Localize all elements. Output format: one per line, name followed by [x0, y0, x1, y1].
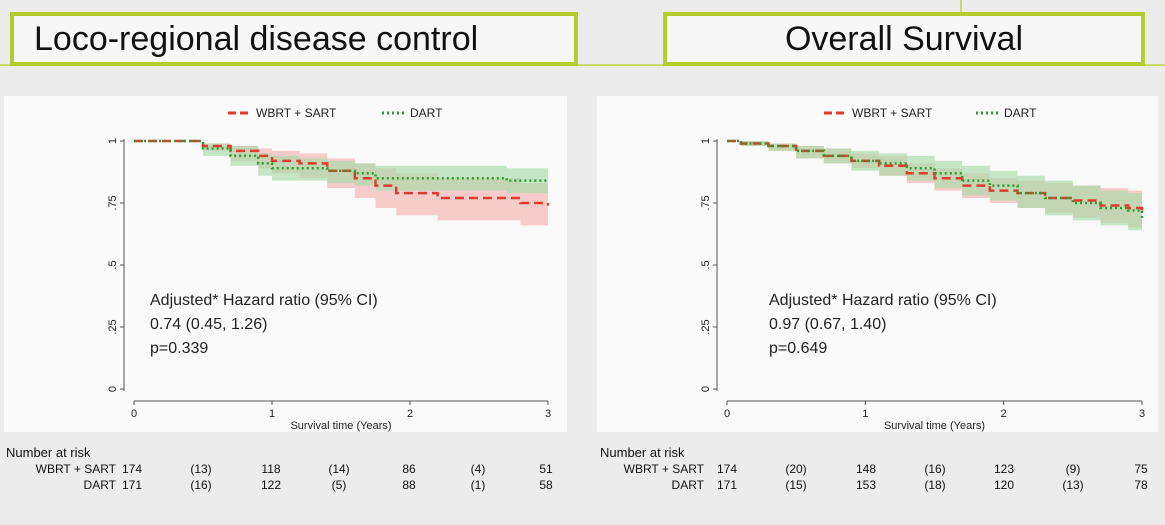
left-risk-cell: 58 [539, 478, 553, 492]
right-risk-cell: (16) [924, 462, 946, 476]
risk-label-dart-right: DART [671, 478, 704, 492]
left-risk-cell: (13) [190, 462, 212, 476]
left-annotation-1: 0.74 (0.45, 1.26) [150, 316, 267, 333]
right-risk-cell: 123 [993, 462, 1015, 476]
left-risk-cell: 171 [121, 478, 143, 492]
left-y-tick-label: .75 [107, 195, 119, 210]
right-km-line-wbrt-sart [727, 139, 1144, 211]
risk-header-right: Number at risk [600, 445, 685, 460]
right-risk-cell: 78 [1134, 478, 1148, 492]
left-x-tick-label: 0 [131, 408, 137, 420]
right-risk-cell: 174 [716, 462, 738, 476]
right-x-tick-label: 3 [1139, 408, 1145, 420]
left-annotation-0: Adjusted* Hazard ratio (95% CI) [150, 292, 378, 309]
right-risk-cell: (13) [1062, 478, 1084, 492]
left-risk-cell: 122 [260, 478, 282, 492]
left-y-tick-label: 0 [107, 386, 119, 392]
right-x-tick-label: 0 [724, 408, 730, 420]
right-risk-cell: (9) [1065, 462, 1081, 476]
left-x-tick-label: 3 [545, 408, 551, 420]
left-risk-cell: (16) [190, 478, 212, 492]
right-annotation-0: Adjusted* Hazard ratio (95% CI) [769, 292, 997, 309]
left-x-axis-label: Survival time (Years) [290, 420, 391, 432]
left-risk-cell: (14) [328, 462, 350, 476]
right-annotation-2: p=0.649 [769, 340, 827, 357]
left-risk-cell: (5) [331, 478, 347, 492]
right-y-tick-label: .5 [700, 260, 712, 269]
right-risk-cell: 171 [716, 478, 738, 492]
left-risk-cell: 86 [402, 462, 416, 476]
left-risk-cell: 118 [261, 462, 281, 476]
left-legend-label-dart: DART [410, 106, 443, 120]
risk-header-left: Number at risk [6, 445, 91, 460]
right-x-tick-label: 1 [862, 408, 868, 420]
right-risk-cell: (18) [924, 478, 946, 492]
right-legend-label-dart: DART [1004, 106, 1037, 120]
left-x-tick-label: 2 [407, 408, 413, 420]
right-risk-cell: 120 [993, 478, 1015, 492]
right-km-line-dart [727, 139, 1144, 218]
left-y-tick-label: .5 [107, 260, 119, 269]
right-risk-cell: 75 [1134, 462, 1148, 476]
left-y-tick-label: .25 [107, 319, 119, 334]
risk-label-dart-left: DART [83, 478, 116, 492]
risk-label-wbrt-left: WBRT + SART [35, 462, 116, 476]
right-risk-cell: 153 [855, 478, 877, 492]
right-y-tick-label: 0 [700, 386, 712, 392]
right-x-tick-label: 2 [1001, 408, 1007, 420]
right-y-tick-label: .25 [700, 319, 712, 334]
left-y-tick-label: 1 [107, 138, 119, 144]
km-chart-loco-regional: WBRT + SART DART 0 .25 .5 .75 1 0 1 2 3 Survival ti… [107, 106, 551, 432]
right-x-axis-label: Survival time (Years) [884, 420, 985, 432]
left-km-line-wbrt-sart [134, 139, 550, 206]
left-risk-cell: 51 [539, 462, 553, 476]
left-x-tick-label: 1 [269, 408, 275, 420]
right-y-tick-label: 1 [700, 138, 712, 144]
left-annotation-2: p=0.339 [150, 340, 208, 357]
right-risk-cell: (15) [785, 478, 807, 492]
left-risk-cell: 88 [402, 478, 416, 492]
left-ci-band-dart [134, 141, 548, 194]
title-loco-regional: Loco-regional disease control [10, 12, 578, 66]
left-risk-cell: (1) [470, 478, 486, 492]
header-divider-line [0, 64, 1165, 66]
left-risk-cell: 174 [121, 462, 143, 476]
right-annotation-1: 0.97 (0.67, 1.40) [769, 316, 886, 333]
title-overall-survival: Overall Survival [663, 12, 1145, 66]
risk-label-wbrt-right: WBRT + SART [623, 462, 704, 476]
right-legend-label-wbrt-sart: WBRT + SART [852, 106, 933, 120]
right-risk-cell: (20) [785, 462, 807, 476]
km-chart-overall-survival: WBRT + SART DART 0 .25 .5 .75 1 0 1 2 3 Survival ti… [700, 106, 1145, 432]
left-risk-cell: (4) [470, 462, 486, 476]
right-y-tick-label: .75 [700, 195, 712, 210]
left-ci-band-wbrt-sart [134, 141, 548, 228]
right-risk-cell: 148 [855, 462, 877, 476]
left-legend-label-wbrt-sart: WBRT + SART [256, 106, 337, 120]
right-ci-band-dart [727, 141, 1142, 241]
